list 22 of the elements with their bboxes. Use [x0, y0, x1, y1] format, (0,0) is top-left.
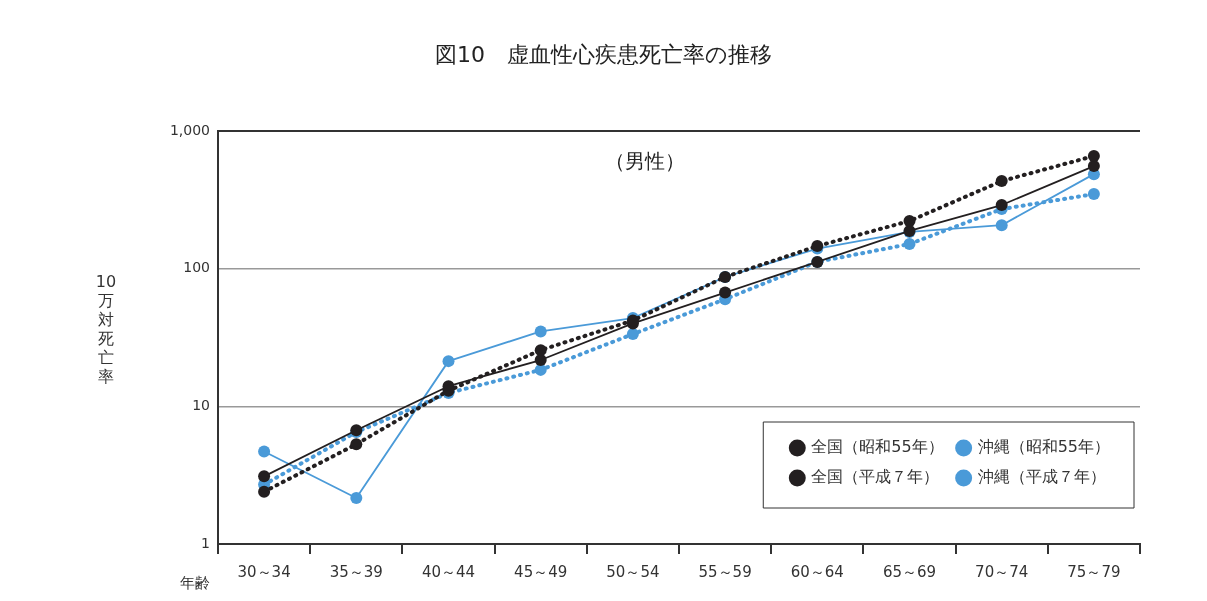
- legend-label: 全国（平成７年）: [811, 467, 940, 487]
- x-tick-label: 70～74: [975, 562, 1029, 581]
- y-tick-label: 1,000: [169, 121, 210, 138]
- y-axis-title: 10万対死亡率: [94, 272, 118, 386]
- x-tick-label: 65～69: [882, 562, 937, 581]
- x-tick-label: 40～44: [421, 562, 476, 581]
- y-tick-label: 100: [183, 259, 210, 276]
- y-tick-label: 1: [201, 534, 210, 551]
- x-tick-label: 30～34: [237, 562, 291, 581]
- legend-label: 沖縄（昭和55年）: [977, 437, 1110, 457]
- y-tick-label: 10: [192, 396, 210, 413]
- legend-label: 全国（昭和55年）: [811, 437, 944, 457]
- annotation: （男性）: [605, 148, 685, 175]
- x-tick-label: 35～39: [329, 562, 383, 581]
- x-axis-title: 年齢: [180, 574, 210, 593]
- x-tick-label: 75～79: [1067, 562, 1121, 581]
- x-tick-label: 50～54: [606, 562, 660, 581]
- legend-label: 沖縄（平成７年）: [977, 467, 1106, 487]
- x-tick-label: 55～59: [698, 562, 752, 581]
- x-tick-label: 45～49: [514, 562, 568, 581]
- chart-title: 図10 虚血性心疾患死亡率の推移: [434, 41, 773, 69]
- x-tick-label: 60～64: [790, 562, 844, 581]
